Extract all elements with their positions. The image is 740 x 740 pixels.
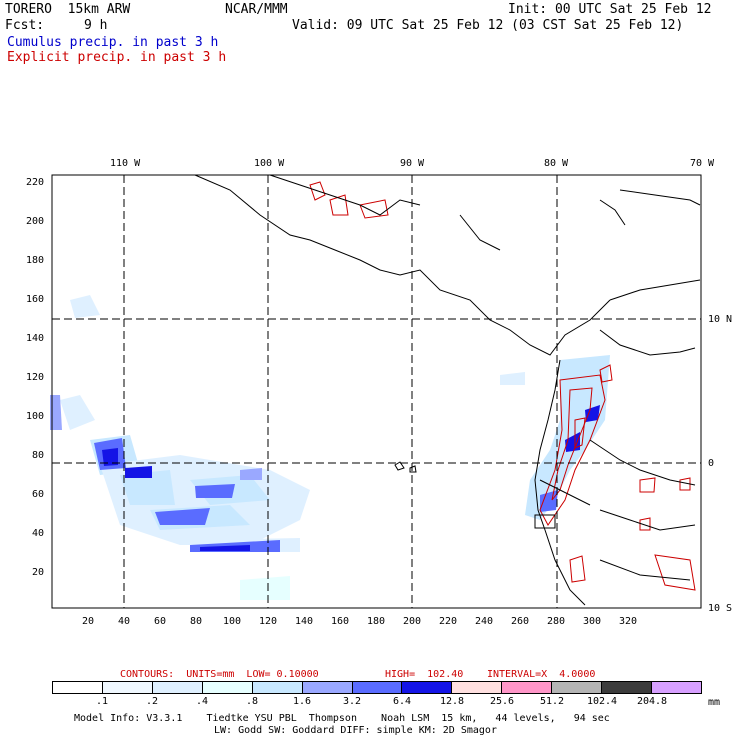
coastlines: [194, 174, 701, 606]
x-tick: 140: [295, 616, 314, 627]
colorbar-swatch: [201, 682, 252, 693]
colorbar-label: 6.4: [392, 696, 412, 707]
colorbar-label: .8: [245, 696, 259, 707]
colorbar-label: 25.6: [489, 696, 515, 707]
lon-label: 110 W: [110, 158, 141, 169]
colorbar-swatch: [501, 682, 552, 693]
colorbar-swatch: [53, 682, 102, 693]
y-tick: 40: [32, 528, 45, 539]
x-tick: 220: [439, 616, 458, 627]
y-tick: 80: [32, 450, 45, 461]
lon-label: 90 W: [400, 158, 425, 169]
contour-high: HIGH= 102.40: [385, 669, 464, 680]
x-tick: 20: [82, 616, 95, 627]
colorbar: [52, 681, 702, 694]
x-tick: 120: [259, 616, 278, 627]
colorbar-label: .1: [95, 696, 109, 707]
x-tick: 300: [583, 616, 602, 627]
contour-interval: INTERVAL=X 4.0000: [487, 669, 596, 680]
y-tick: 140: [26, 333, 45, 344]
x-tick: 260: [511, 616, 530, 627]
forecast-value: 9 h: [84, 18, 108, 33]
colorbar-swatch: [651, 682, 701, 693]
y-tick: 120: [26, 372, 45, 383]
colorbar-label: 204.8: [636, 696, 668, 707]
y-tick: 180: [26, 255, 45, 266]
x-tick: 100: [223, 616, 242, 627]
x-tick: 280: [547, 616, 566, 627]
organization: NCAR/MMM: [225, 2, 288, 17]
lat-label: 10 S: [708, 603, 733, 614]
lat-label: 10 N: [708, 314, 733, 325]
lat-label: 0: [708, 458, 715, 469]
colorbar-swatch: [601, 682, 652, 693]
y-tick: 60: [32, 489, 45, 500]
model-info: Model Info: V3.3.1 Tiedtke YSU PBL Thomp…: [74, 713, 610, 724]
colorbar-label: .2: [145, 696, 159, 707]
colorbar-label: .4: [195, 696, 209, 707]
init-time: Init: 00 UTC Sat 25 Feb 12: [508, 2, 712, 17]
colorbar-label: 3.2: [342, 696, 362, 707]
x-tick: 320: [619, 616, 638, 627]
field-cumulus: Cumulus precip. in past 3 h: [7, 35, 219, 50]
x-tick: 240: [475, 616, 494, 627]
colorbar-swatch: [451, 682, 502, 693]
lon-label: 100 W: [254, 158, 285, 169]
lon-label: 80 W: [544, 158, 569, 169]
x-tick: 160: [331, 616, 350, 627]
y-tick: 20: [32, 567, 45, 578]
y-tick: 100: [26, 411, 45, 422]
colorbar-unit: mm: [708, 697, 721, 708]
x-tick: 80: [190, 616, 203, 627]
model-name: TORERO 15km ARW: [5, 2, 131, 17]
colorbar-swatch: [401, 682, 452, 693]
field-explicit: Explicit precip. in past 3 h: [7, 50, 227, 65]
physics-info: LW: Godd SW: Goddard DIFF: simple KM: 2D…: [214, 725, 497, 736]
y-tick: 220: [26, 177, 45, 188]
colorbar-swatch: [551, 682, 602, 693]
colorbar-label: 1.6: [292, 696, 312, 707]
explicit-precip-contours: [309, 181, 696, 591]
forecast-label: Fcst:: [5, 18, 45, 33]
colorbar-swatch: [301, 682, 352, 693]
x-tick: 180: [367, 616, 386, 627]
x-tick: 200: [403, 616, 422, 627]
valid-time: Valid: 09 UTC Sat 25 Feb 12 (03 CST Sat …: [292, 18, 684, 33]
colorbar-swatch: [151, 682, 202, 693]
x-tick: 60: [154, 616, 167, 627]
colorbar-swatch: [251, 682, 302, 693]
colorbar-swatch: [101, 682, 152, 693]
x-tick: 40: [118, 616, 131, 627]
y-tick: 160: [26, 294, 45, 305]
colorbar-swatch: [351, 682, 402, 693]
map-frame: [51, 174, 702, 609]
contour-units: CONTOURS: UNITS=mm LOW= 0.10000: [120, 669, 319, 680]
y-tick: 200: [26, 216, 45, 227]
colorbar-label: 102.4: [586, 696, 618, 707]
lon-label: 70 W: [690, 158, 715, 169]
lat-lon-grid: [52, 175, 701, 608]
colorbar-label: 12.8: [439, 696, 465, 707]
precip-fill: [50, 295, 610, 600]
colorbar-label: 51.2: [539, 696, 565, 707]
